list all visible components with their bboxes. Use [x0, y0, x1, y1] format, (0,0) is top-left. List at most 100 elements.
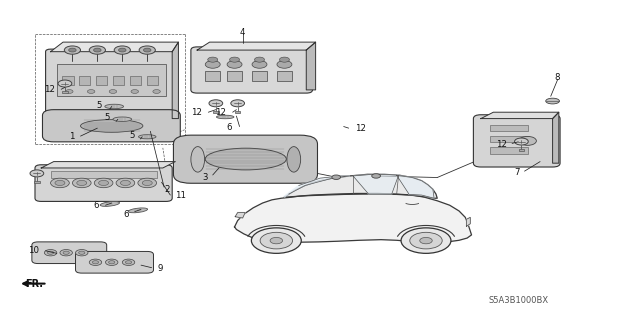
FancyBboxPatch shape [76, 252, 154, 273]
Polygon shape [173, 42, 178, 119]
Polygon shape [306, 42, 316, 90]
Bar [490, 125, 528, 131]
Circle shape [205, 60, 220, 68]
Text: 6: 6 [226, 123, 231, 132]
Text: 12: 12 [496, 140, 507, 148]
Circle shape [410, 232, 442, 249]
Ellipse shape [128, 208, 148, 213]
Bar [277, 71, 292, 81]
Text: 11: 11 [175, 191, 186, 200]
Circle shape [229, 57, 239, 62]
Circle shape [92, 261, 99, 264]
Polygon shape [552, 112, 559, 163]
Circle shape [121, 180, 131, 186]
Bar [34, 181, 39, 183]
Circle shape [420, 237, 432, 244]
Circle shape [58, 80, 72, 87]
Text: 4: 4 [240, 28, 246, 37]
Circle shape [122, 259, 135, 266]
Circle shape [116, 178, 135, 188]
Circle shape [277, 60, 292, 68]
Polygon shape [284, 176, 350, 197]
Circle shape [77, 180, 87, 186]
Polygon shape [481, 112, 559, 119]
Circle shape [131, 90, 139, 93]
Polygon shape [41, 162, 175, 168]
Text: 12: 12 [355, 124, 366, 133]
Ellipse shape [191, 147, 204, 172]
Text: 12: 12 [191, 108, 202, 117]
Ellipse shape [139, 135, 156, 139]
Circle shape [153, 90, 161, 93]
Circle shape [254, 57, 264, 62]
Polygon shape [234, 194, 471, 242]
Bar [113, 76, 124, 85]
Polygon shape [466, 217, 470, 226]
FancyBboxPatch shape [35, 165, 173, 201]
FancyBboxPatch shape [191, 47, 312, 93]
FancyBboxPatch shape [46, 49, 177, 121]
Text: 12: 12 [44, 85, 55, 94]
Circle shape [64, 46, 81, 54]
Circle shape [106, 259, 118, 266]
Circle shape [79, 251, 85, 254]
Bar [252, 71, 267, 81]
Circle shape [30, 170, 44, 177]
FancyBboxPatch shape [42, 110, 180, 142]
Circle shape [208, 57, 217, 62]
Bar [62, 91, 68, 93]
Polygon shape [353, 174, 399, 194]
Ellipse shape [81, 120, 143, 132]
Text: 12: 12 [216, 108, 226, 117]
Bar [205, 71, 220, 81]
Circle shape [48, 251, 54, 254]
Text: 8: 8 [555, 73, 561, 82]
Bar [130, 76, 141, 85]
Text: 9: 9 [158, 264, 163, 273]
Bar [490, 147, 528, 154]
Bar [235, 111, 241, 113]
Circle shape [44, 250, 57, 256]
Text: 10: 10 [28, 246, 39, 255]
Text: 2: 2 [164, 185, 169, 194]
Ellipse shape [216, 115, 234, 119]
Circle shape [94, 48, 101, 52]
Circle shape [519, 136, 536, 145]
Circle shape [60, 250, 72, 256]
Circle shape [99, 180, 109, 186]
Polygon shape [284, 174, 438, 198]
Text: 5: 5 [104, 114, 110, 123]
Circle shape [63, 251, 69, 254]
Circle shape [138, 178, 157, 188]
Circle shape [260, 232, 292, 249]
Circle shape [88, 90, 95, 93]
Circle shape [51, 178, 69, 188]
Circle shape [109, 261, 115, 264]
Circle shape [144, 48, 151, 52]
Bar [147, 76, 158, 85]
Circle shape [142, 180, 152, 186]
Text: S5A3B1000BX: S5A3B1000BX [488, 296, 548, 305]
Text: 1: 1 [69, 132, 74, 140]
Bar [51, 171, 157, 178]
Circle shape [114, 46, 131, 54]
Circle shape [270, 237, 282, 244]
Ellipse shape [100, 202, 119, 206]
Ellipse shape [287, 147, 301, 172]
Bar [57, 64, 166, 96]
Circle shape [227, 60, 242, 68]
Text: 5: 5 [129, 131, 135, 140]
Text: 3: 3 [202, 173, 208, 182]
Polygon shape [235, 212, 245, 218]
FancyBboxPatch shape [473, 115, 560, 167]
Bar [490, 136, 528, 142]
Circle shape [139, 46, 156, 54]
Circle shape [401, 228, 451, 253]
Bar [62, 76, 74, 85]
FancyBboxPatch shape [32, 242, 107, 264]
Polygon shape [51, 42, 178, 52]
Circle shape [94, 178, 113, 188]
Bar [96, 76, 108, 85]
Circle shape [89, 259, 102, 266]
Polygon shape [197, 42, 316, 50]
